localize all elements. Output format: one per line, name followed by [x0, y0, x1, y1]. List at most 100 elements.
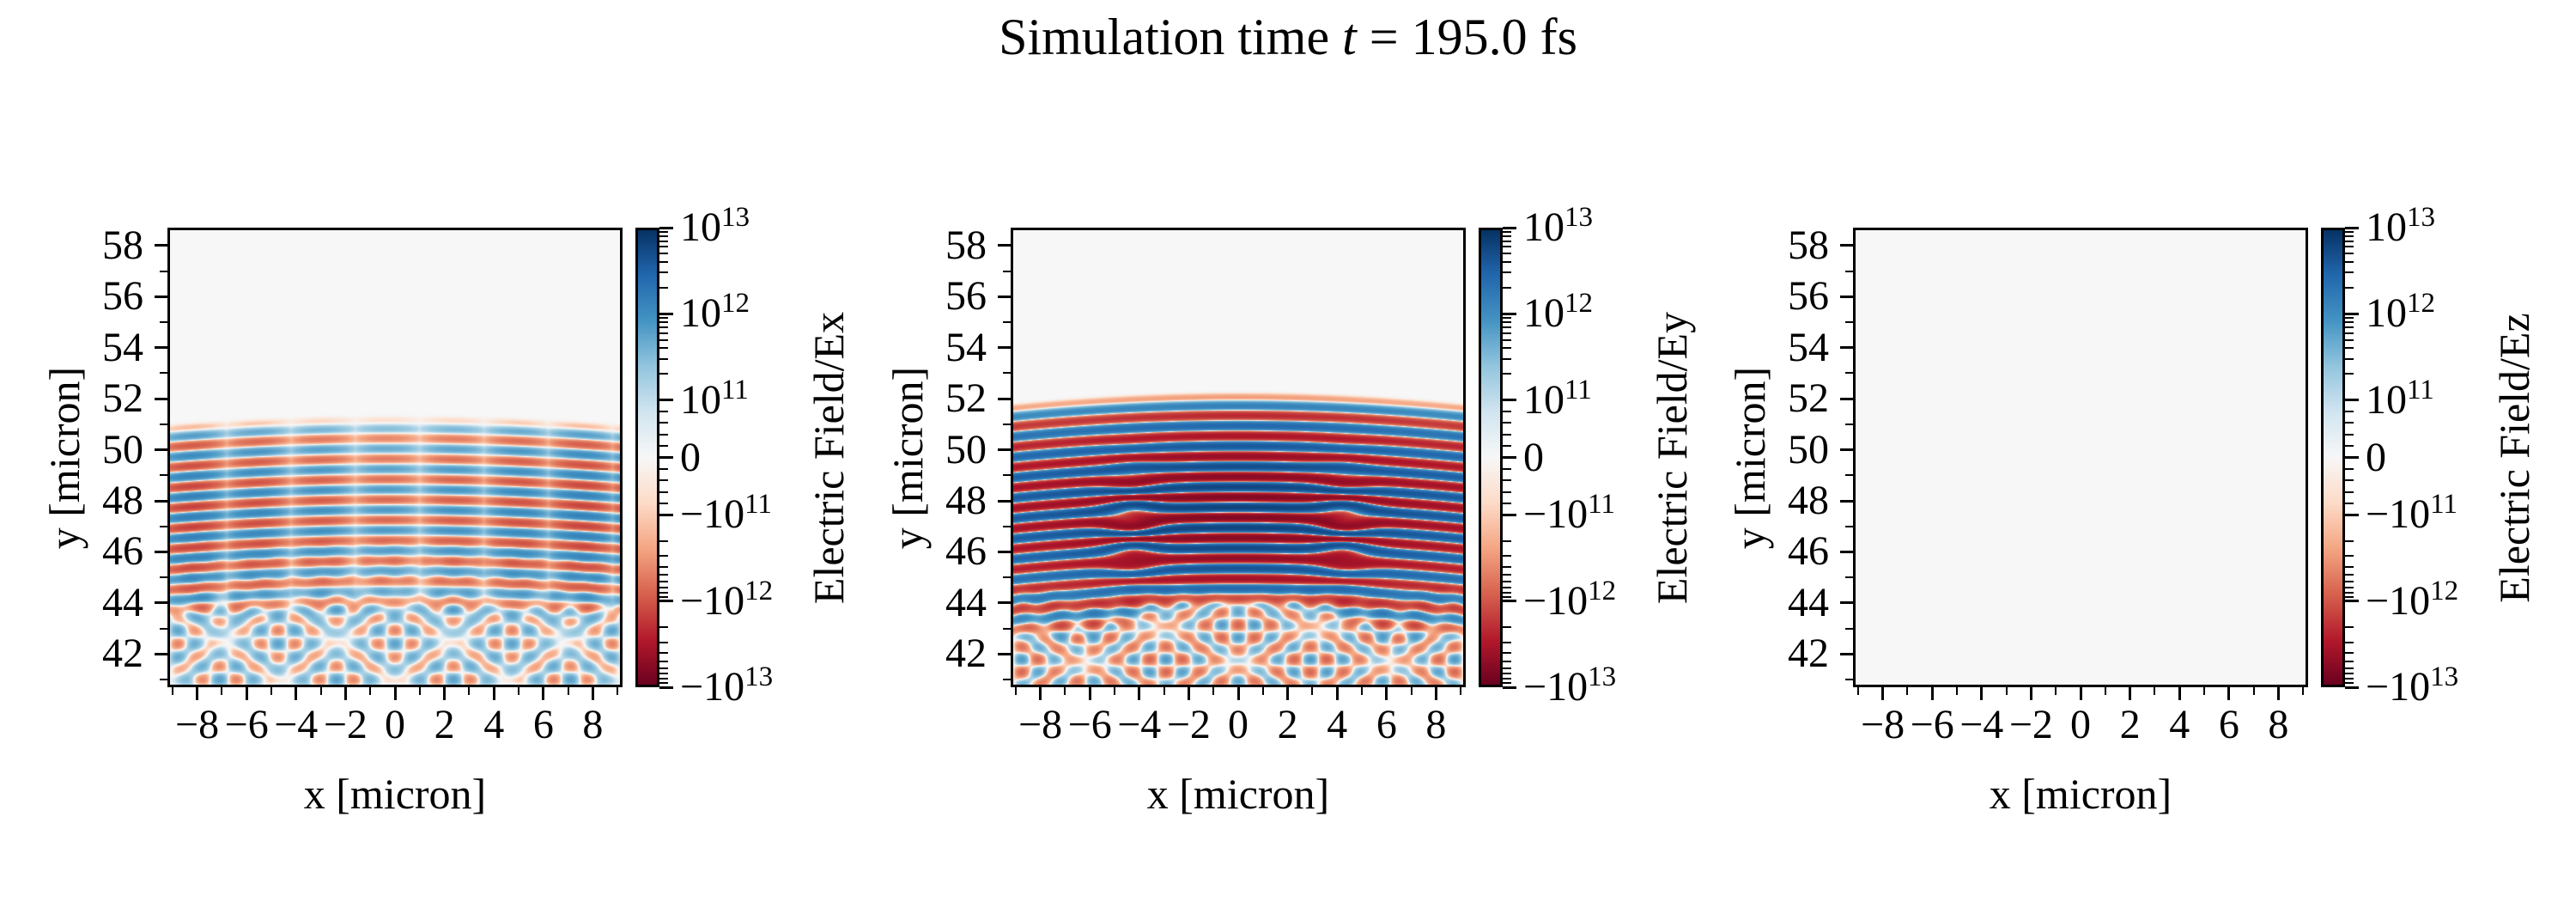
colorbar-minor-tick [2345, 357, 2354, 360]
ex-heatmap-canvas [167, 228, 623, 687]
x-minor-tick [270, 687, 272, 695]
x-minor-tick [1014, 687, 1017, 695]
colorbar-major-tick [659, 226, 673, 229]
colorbar-minor-tick [2345, 467, 2354, 470]
colorbar-minor-tick [2345, 287, 2354, 289]
y-tick-label: 48 [102, 478, 143, 524]
y-minor-tick [1003, 679, 1011, 681]
colorbar-minor-tick [659, 260, 668, 263]
y-minor-tick [160, 320, 167, 323]
y-major-tick [1840, 346, 1853, 350]
colorbar-major-tick [2345, 600, 2359, 603]
ey-heatmap-canvas [1011, 228, 1466, 687]
y-minor-tick [1003, 423, 1011, 425]
y-minor-tick [160, 627, 167, 630]
x-minor-tick [1113, 687, 1115, 695]
colorbar-major-tick [2345, 686, 2359, 689]
colorbar-tick-exponent: 12 [2430, 575, 2459, 606]
colorbar-minor-tick [659, 422, 668, 424]
y-minor-tick [1845, 576, 1853, 579]
colorbar-minor-tick [659, 332, 668, 334]
y-tick-label: 54 [1788, 324, 1829, 370]
colorbar-minor-tick [2345, 246, 2354, 248]
y-tick-label: 46 [102, 528, 143, 575]
x-major-tick [393, 687, 397, 700]
title-value: = 195.0 fs [1356, 9, 1577, 65]
colorbar-major-tick [1503, 399, 1516, 402]
colorbar-major-tick [2345, 312, 2359, 315]
y-major-tick [998, 601, 1011, 605]
colorbar-minor-tick [2345, 347, 2354, 350]
colorbar-major-tick [659, 513, 673, 516]
colorbar-minor-tick [1503, 316, 1511, 319]
colorbar-tick-label: 0 [1523, 434, 1544, 480]
colorbar-major-tick [659, 600, 673, 603]
colorbar-minor-tick [1503, 357, 1511, 360]
colorbar-minor-tick [2345, 338, 2354, 341]
x-tick-label: −8 [1861, 702, 1905, 747]
colorbar-minor-tick [2345, 479, 2354, 482]
y-tick-label: 48 [945, 478, 987, 524]
ex-colorbar-frame [635, 228, 659, 687]
x-tick-label: 8 [582, 702, 604, 747]
y-major-tick [155, 448, 167, 452]
colorbar-tick-exponent: 11 [1588, 489, 1615, 521]
colorbar-minor-tick [2345, 565, 2354, 568]
ex-colorbar-canvas [635, 228, 659, 687]
colorbar-tick-exponent: 13 [2430, 661, 2459, 692]
x-minor-tick [2005, 687, 2008, 695]
y-minor-tick [1845, 679, 1853, 681]
y-tick-label: 46 [945, 528, 987, 575]
x-minor-tick [1212, 687, 1215, 695]
colorbar-minor-tick [1503, 235, 1511, 237]
x-tick-label: 0 [1228, 702, 1249, 747]
x-minor-tick [1906, 687, 1909, 695]
x-tick-label: −6 [1910, 702, 1954, 747]
y-tick-label: 54 [945, 324, 987, 370]
x-major-tick [295, 687, 298, 700]
colorbar-minor-tick [659, 467, 668, 470]
colorbar-minor-tick [2345, 230, 2354, 233]
title-text: Simulation time [999, 9, 1343, 65]
x-tick-label: −8 [175, 702, 220, 747]
colorbar-tick-label: −1013 [680, 661, 774, 710]
y-minor-tick [1003, 372, 1011, 375]
x-tick-label: −2 [2008, 702, 2053, 747]
colorbar-minor-tick [2345, 491, 2354, 493]
colorbar-major-tick [1503, 226, 1516, 229]
x-minor-tick [171, 687, 173, 695]
colorbar-minor-tick [659, 357, 668, 360]
colorbar-tick-label: 1013 [680, 202, 750, 251]
x-tick-label: 4 [483, 702, 505, 747]
y-tick-label: 58 [102, 222, 143, 268]
y-major-tick [998, 244, 1011, 247]
colorbar-minor-tick [659, 581, 668, 583]
colorbar-minor-tick [2345, 641, 2354, 643]
y-minor-tick [160, 576, 167, 579]
x-tick-label: 6 [1376, 702, 1397, 747]
x-major-tick [1980, 687, 1984, 700]
colorbar-minor-tick [659, 591, 668, 594]
x-tick-label: 8 [1425, 702, 1447, 747]
colorbar-minor-tick [1503, 479, 1511, 482]
colorbar-minor-tick [1503, 240, 1511, 242]
x-major-tick [2029, 687, 2032, 700]
x-major-tick [1187, 687, 1190, 700]
y-major-tick [1840, 295, 1853, 298]
y-tick-label: 54 [102, 324, 143, 370]
colorbar-minor-tick [659, 479, 668, 482]
y-major-tick [1840, 601, 1853, 605]
colorbar-minor-tick [659, 253, 668, 255]
x-minor-tick [1163, 687, 1165, 695]
x-minor-tick [1955, 687, 1958, 695]
x-major-tick [1039, 687, 1042, 700]
colorbar-minor-tick [1503, 433, 1511, 436]
colorbar-tick-exponent: 11 [1564, 374, 1592, 405]
x-major-tick [591, 687, 594, 700]
colorbar-minor-tick [2345, 596, 2354, 599]
y-major-tick [155, 550, 167, 553]
colorbar-minor-tick [659, 347, 668, 350]
colorbar-major-tick [1503, 600, 1516, 603]
colorbar-tick-exponent: 12 [721, 288, 750, 320]
x-tick-label: −8 [1018, 702, 1063, 747]
